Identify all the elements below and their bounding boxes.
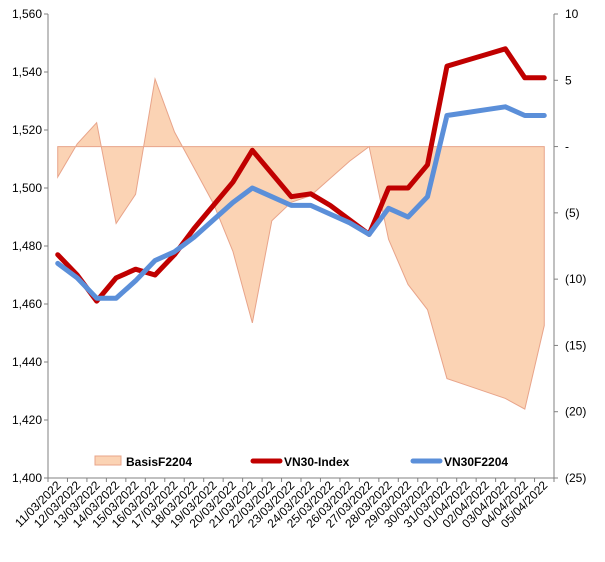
y-left-tick-label: 1,420 <box>12 413 42 427</box>
y-right-tick-label: 5 <box>565 73 572 87</box>
legend-label-vn30f2204: VN30F2204 <box>444 455 508 469</box>
y-left-tick-label: 1,500 <box>12 181 42 195</box>
legend: BasisF2204 VN30-Index VN30F2204 <box>94 455 508 469</box>
legend-label-basisf2204: BasisF2204 <box>126 455 192 469</box>
y-left-tick-label: 1,560 <box>12 7 42 21</box>
basis-area-layer <box>57 77 545 410</box>
y-left-tick-label: 1,440 <box>12 355 42 369</box>
series-area-basisf2204 <box>57 77 545 410</box>
y-left-tick-label: 1,460 <box>12 297 42 311</box>
legend-label-vn30-index: VN30-Index <box>284 455 350 469</box>
y-right-tick-label: 10 <box>565 7 579 21</box>
y-right-tick-label: - <box>565 140 569 154</box>
y-left-tick-label: 1,480 <box>12 239 42 253</box>
y-left-tick-label: 1,400 <box>12 471 42 485</box>
y-right-tick-label: (15) <box>565 338 586 352</box>
y-left-tick-label: 1,540 <box>12 65 42 79</box>
y-right-tick-label: (5) <box>565 206 580 220</box>
legend-swatch-basisf2204 <box>94 455 122 466</box>
series-line-vn30-index <box>55 46 547 304</box>
y-right-tick-label: (20) <box>565 405 586 419</box>
series-line-vn30f2204 <box>55 104 547 301</box>
lines-layer <box>55 46 547 304</box>
y-right-tick-label: (25) <box>565 471 586 485</box>
y-left-tick-label: 1,520 <box>12 123 42 137</box>
y-right-tick-label: (10) <box>565 272 586 286</box>
